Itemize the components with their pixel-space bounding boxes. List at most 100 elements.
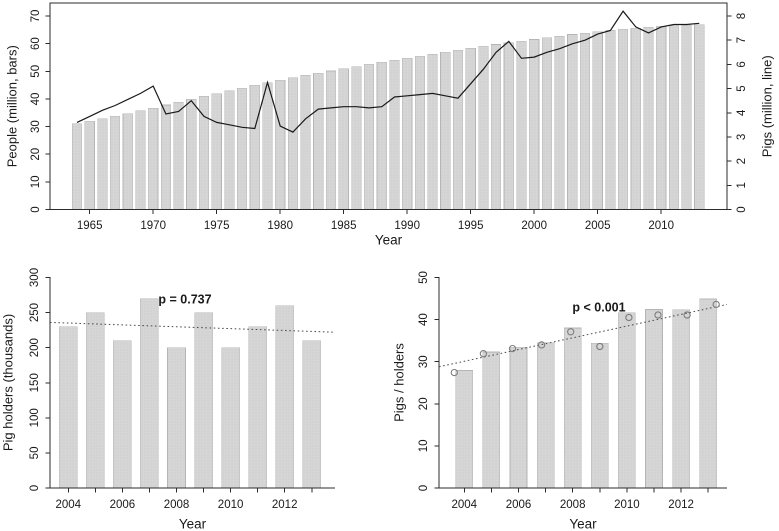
bar-2011: [248, 326, 267, 489]
bar-2000: [529, 39, 540, 210]
svg-text:10: 10: [418, 440, 430, 453]
chart-pigs-per-holder: 0 10 20 30 40 50 2004 2006 2008 2010 2012 p < 0.001…: [390, 262, 779, 531]
bar-1977: [237, 87, 248, 210]
bars: [58, 298, 322, 489]
bar-1988: [376, 61, 387, 210]
bar-2004: [455, 370, 474, 489]
bar-1970: [148, 107, 159, 210]
y-axis-label: Pigs / holders: [391, 343, 406, 422]
svg-text:40: 40: [418, 313, 430, 326]
bars: [71, 24, 705, 210]
people-pigs-chart-svg: 0 10 20 30 40 50 60 70 0 1 2 3 4 5 6 7 8 Pigs (million, l…: [4, 2, 774, 248]
bar-1985: [338, 68, 349, 210]
bar-2005: [592, 31, 603, 210]
svg-text:2005: 2005: [585, 220, 611, 232]
bar-2007: [140, 298, 159, 489]
bar-2005: [86, 312, 105, 489]
svg-text:20: 20: [418, 397, 430, 410]
bar-1987: [363, 64, 375, 210]
data-points: [450, 300, 720, 377]
svg-text:1985: 1985: [331, 220, 357, 232]
bar-1982: [300, 75, 311, 210]
svg-text:20: 20: [30, 148, 42, 161]
svg-text:150: 150: [29, 373, 41, 392]
svg-text:10: 10: [30, 175, 42, 188]
svg-text:5: 5: [736, 85, 748, 91]
svg-text:2010: 2010: [218, 499, 244, 511]
bar-1969: [135, 110, 146, 210]
bar-1984: [325, 70, 337, 210]
svg-text:6: 6: [736, 61, 748, 67]
bar-1976: [224, 90, 235, 210]
bar-1986: [351, 66, 362, 210]
x-axis-label: Year: [179, 517, 207, 531]
chart-pig-holders: 0 50 100 150 200 250 300 2004 2006 2008 2010 2012 p …: [0, 262, 390, 531]
bar-2012: [275, 305, 295, 489]
plot-frame: [49, 2, 728, 210]
bar-1999: [516, 40, 527, 210]
point-2013: [712, 300, 720, 309]
bar-1995: [465, 48, 476, 210]
bar-2008: [630, 27, 641, 210]
bar-1968: [122, 113, 133, 210]
p-value-label: p = 0.737: [158, 292, 211, 306]
x-axis-label: Year: [375, 233, 403, 248]
y-axis-ticks: 0 50 100 150 200 250 300: [29, 268, 50, 491]
bar-1983: [313, 72, 324, 210]
bar-2004: [58, 326, 78, 489]
bar-1998: [503, 42, 514, 210]
bar-1992: [427, 53, 438, 210]
svg-text:250: 250: [29, 303, 41, 322]
x-axis-ticks: 2004 2006 2008 2010 2012: [56, 488, 313, 511]
bar-1971: [160, 104, 172, 210]
bar-2001: [541, 37, 552, 210]
y2-axis-label: Pigs (million, line): [759, 55, 774, 157]
bar-2006: [509, 347, 528, 489]
svg-text:0: 0: [30, 206, 42, 212]
y-axis-label: Pig holders (thousands): [0, 314, 15, 451]
x-axis-ticks: 2004 2006 2008 2010 2012: [452, 488, 709, 511]
pig-holders-chart-svg: 0 50 100 150 200 250 300 2004 2006 2008 2010 2012 p …: [0, 268, 336, 531]
svg-text:0: 0: [29, 485, 41, 491]
point-2009: [596, 342, 604, 351]
svg-text:8: 8: [736, 13, 748, 19]
svg-text:60: 60: [30, 37, 42, 50]
svg-text:100: 100: [29, 408, 41, 427]
svg-text:2006: 2006: [506, 499, 532, 511]
bar-2005: [482, 351, 501, 489]
bar-1979: [262, 82, 273, 210]
bar-2004: [579, 32, 591, 210]
bar-2011: [645, 309, 663, 489]
bar-1973: [186, 98, 197, 210]
svg-text:0: 0: [418, 485, 430, 491]
svg-text:1975: 1975: [204, 220, 230, 232]
svg-text:1970: 1970: [140, 220, 166, 232]
svg-text:70: 70: [30, 10, 42, 23]
bar-2009: [643, 26, 654, 210]
bars: [455, 298, 718, 489]
axes: [49, 2, 728, 210]
svg-text:1: 1: [736, 182, 748, 188]
svg-text:1990: 1990: [394, 220, 420, 232]
svg-text:1965: 1965: [77, 220, 103, 232]
trend-line: [49, 321, 336, 333]
svg-text:2010: 2010: [648, 220, 674, 232]
svg-text:200: 200: [29, 338, 41, 357]
svg-text:30: 30: [418, 355, 430, 368]
bar-1990: [402, 57, 413, 210]
svg-text:4: 4: [736, 109, 748, 116]
bar-1981: [287, 77, 299, 210]
svg-text:3: 3: [736, 134, 748, 140]
svg-text:30: 30: [30, 120, 42, 133]
bar-1991: [414, 55, 426, 210]
point-2004: [450, 368, 458, 377]
pigs-line: [76, 10, 700, 133]
bar-2003: [567, 34, 578, 210]
bar-1967: [110, 116, 121, 210]
bar-2012: [672, 309, 690, 489]
bar-2013: [694, 24, 705, 210]
point-2007: [537, 341, 546, 349]
svg-text:2006: 2006: [110, 499, 136, 511]
bar-2006: [113, 340, 132, 489]
y-axis-ticks: 0 10 20 30 40 50: [418, 271, 439, 491]
